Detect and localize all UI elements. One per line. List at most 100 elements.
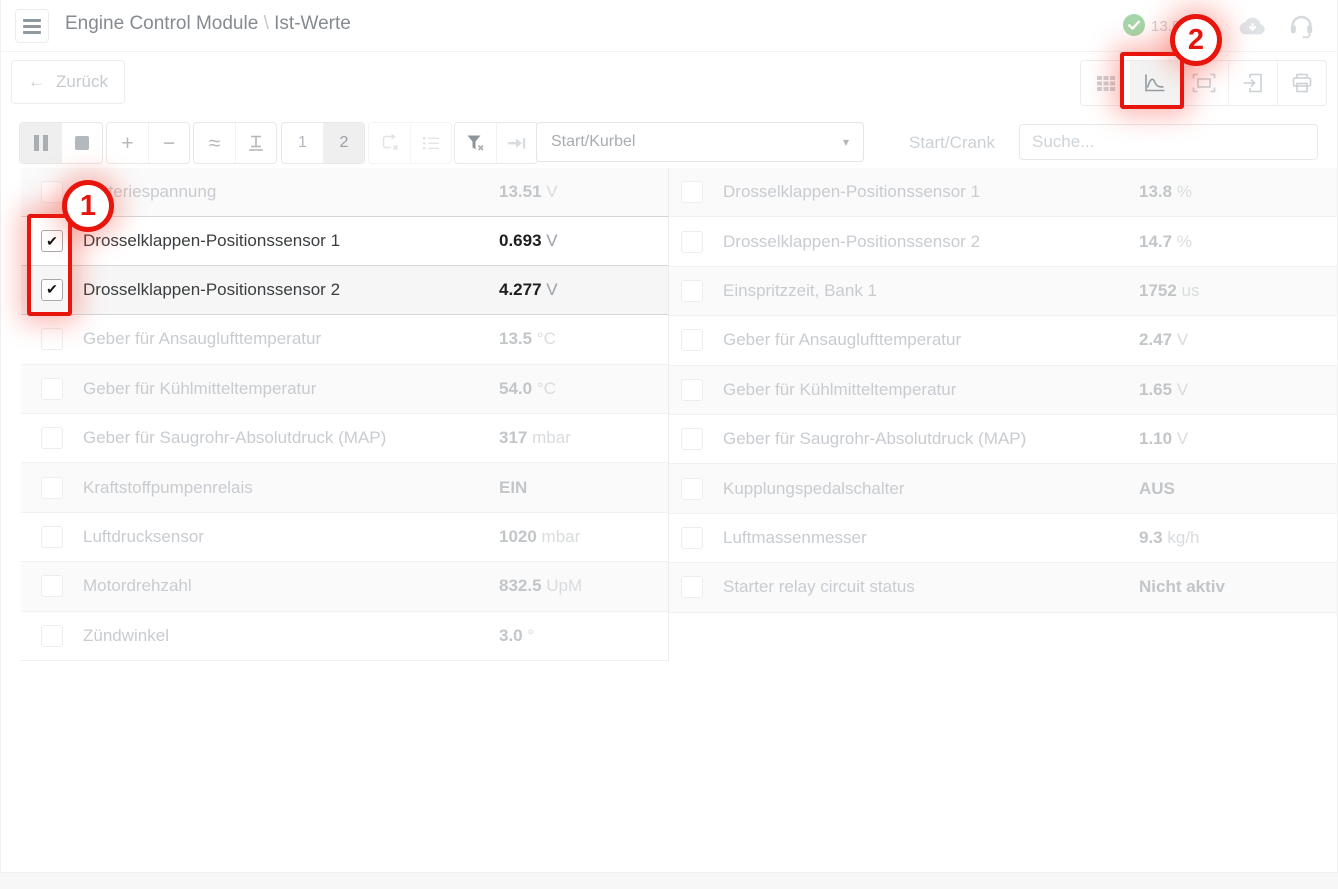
cloud-sync-icon[interactable] xyxy=(1239,16,1266,36)
row-label: Geber für Ansauglufttemperatur xyxy=(83,329,322,349)
row-label: Drosselklappen-Positionssensor 1 xyxy=(723,182,981,202)
print-button[interactable] xyxy=(1277,61,1326,105)
row-checkbox[interactable] xyxy=(681,279,703,302)
chevron-down-icon: ▾ xyxy=(842,135,849,149)
row-checkbox[interactable] xyxy=(41,377,63,400)
pause-button[interactable] xyxy=(20,123,61,163)
row-value: 4.277 V xyxy=(499,279,558,299)
selection-tools-group xyxy=(368,122,452,164)
group-dropdown[interactable]: Start/Kurbel ▾ xyxy=(536,122,864,162)
header-bar: Engine Control Module \ Ist-Werte 13.51 … xyxy=(1,0,1337,52)
row-checkbox[interactable] xyxy=(41,476,63,499)
view-2-button[interactable]: 2 xyxy=(323,123,364,163)
view-1-button[interactable]: 1 xyxy=(282,123,323,163)
row-checkbox[interactable] xyxy=(681,526,703,549)
breadcrumb-separator: \ xyxy=(258,13,275,34)
clear-selection-button[interactable] xyxy=(369,123,410,163)
row-label: Zündwinkel xyxy=(83,625,169,645)
search-input[interactable] xyxy=(1019,124,1318,160)
row-checkbox[interactable] xyxy=(681,477,703,500)
chart-view-button[interactable] xyxy=(1130,61,1179,105)
row-label: Drosselklappen-Positionssensor 1 xyxy=(83,231,341,251)
table-row[interactable]: Kraftstoffpumpenrelais EIN xyxy=(21,463,668,513)
row-checkbox[interactable] xyxy=(41,525,63,548)
row-checkbox[interactable] xyxy=(681,329,703,352)
zoom-selection-button[interactable] xyxy=(1179,61,1228,105)
table-row[interactable]: Geber für Ansauglufttemperatur 13.5 °C xyxy=(21,315,668,365)
table-row[interactable]: Geber für Saugrohr-Absolutdruck (MAP) 1.1… xyxy=(669,415,1337,465)
stop-button[interactable] xyxy=(61,123,102,163)
row-value: 317 mbar xyxy=(499,428,571,448)
view-switch-group: 1 2 xyxy=(281,122,365,164)
pause-icon xyxy=(33,135,48,151)
list-view-button[interactable] xyxy=(410,123,451,163)
export-file-icon xyxy=(1243,73,1262,93)
row-checkbox[interactable] xyxy=(41,624,63,647)
table-row[interactable]: Motordrehzahl 832.5 UpM xyxy=(21,562,668,612)
selection-frame-icon xyxy=(1192,73,1216,93)
plus-icon: + xyxy=(121,131,134,155)
zoom-in-button[interactable]: + xyxy=(107,123,148,163)
view-1-label: 1 xyxy=(298,134,307,151)
support-headset-icon[interactable] xyxy=(1289,12,1314,40)
table-row[interactable]: Geber für Ansauglufttemperatur 2.47 V xyxy=(669,316,1337,366)
grid-view-button[interactable] xyxy=(1081,61,1130,105)
row-checkbox[interactable] xyxy=(41,181,63,204)
row-label: Geber für Saugrohr-Absolutdruck (MAP) xyxy=(83,428,387,448)
zoom-out-button[interactable]: − xyxy=(148,123,189,163)
clear-selection-icon xyxy=(382,133,398,151)
row-checkbox[interactable] xyxy=(681,378,703,401)
hamburger-icon xyxy=(23,18,41,22)
toolbar-primary: ← Zurück xyxy=(1,52,1337,112)
table-row[interactable]: Luftdrucksensor 1020 mbar xyxy=(21,513,668,563)
table-row[interactable]: Geber für Kühlmitteltemperatur 54.0 °C xyxy=(21,364,668,414)
printer-icon xyxy=(1292,73,1312,93)
list-icon xyxy=(423,137,439,150)
breadcrumb-page: Ist-Werte xyxy=(274,13,351,34)
menu-button[interactable] xyxy=(15,9,49,43)
table-row[interactable]: Kupplungspedalschalter AUS xyxy=(669,464,1337,514)
table-row[interactable]: ✔ Drosselklappen-Positionssensor 1 0.693 V xyxy=(21,216,668,266)
row-checkbox[interactable] xyxy=(681,181,703,204)
smoothing-button[interactable]: ≈ xyxy=(194,123,235,163)
row-value: 1.65 V xyxy=(1139,379,1189,399)
row-label: Drosselklappen-Positionssensor 2 xyxy=(723,231,981,251)
row-checkbox[interactable] xyxy=(41,427,63,450)
row-label: Geber für Saugrohr-Absolutdruck (MAP) xyxy=(723,429,1027,449)
table-row[interactable]: Geber für Kühlmitteltemperatur 1.65 V xyxy=(669,365,1337,415)
minus-icon: − xyxy=(162,131,176,155)
row-label: Geber für Kühlmitteltemperatur xyxy=(723,379,957,399)
row-value: 0.693 V xyxy=(499,231,558,251)
row-checkbox[interactable] xyxy=(41,328,63,351)
table-row[interactable]: Drosselklappen-Positionssensor 1 13.8 % xyxy=(669,168,1337,218)
row-checkbox[interactable] xyxy=(681,428,703,451)
row-checkbox[interactable]: ✔ xyxy=(41,278,63,301)
table-row[interactable]: Luftmassenmesser 9.3 kg/h xyxy=(669,514,1337,564)
table-row[interactable]: ✔ Drosselklappen-Positionssensor 2 4.277 V xyxy=(21,265,668,316)
back-button[interactable]: ← Zurück xyxy=(11,60,125,104)
row-label: Drosselklappen-Positionssensor 2 xyxy=(83,279,341,299)
table-row[interactable]: Zündwinkel 3.0 ° xyxy=(21,612,668,661)
row-checkbox[interactable] xyxy=(41,575,63,598)
auto-scale-button[interactable] xyxy=(235,123,276,163)
row-label: Starter relay circuit status xyxy=(723,577,915,597)
table-row[interactable]: Batteriespannung 13.51 V xyxy=(21,168,668,218)
table-row[interactable]: Geber für Saugrohr-Absolutdruck (MAP) 317… xyxy=(21,414,668,464)
table-row[interactable]: Einspritzzeit, Bank 1 1752 us xyxy=(669,266,1337,317)
table-column-left: Batteriespannung 13.51 V ✔ Drosselklappen-P… xyxy=(21,168,669,661)
filter-clear-button[interactable] xyxy=(455,123,496,163)
table-row[interactable]: Starter relay circuit status Nicht aktiv xyxy=(669,563,1337,613)
view-2-label: 2 xyxy=(339,134,349,151)
row-label: Geber für Ansauglufttemperatur xyxy=(723,330,962,350)
row-label: Luftdrucksensor xyxy=(83,526,204,546)
row-checkbox[interactable]: ✔ xyxy=(41,230,63,253)
row-value: 14.7 % xyxy=(1139,231,1192,251)
row-value: 13.8 % xyxy=(1139,182,1192,202)
skip-end-button[interactable] xyxy=(496,123,537,163)
back-button-label: Zurück xyxy=(56,72,108,91)
table-row[interactable]: Drosselklappen-Positionssensor 2 14.7 % xyxy=(669,217,1337,267)
row-checkbox[interactable] xyxy=(681,230,703,253)
grid-icon xyxy=(1096,76,1115,91)
row-checkbox[interactable] xyxy=(681,576,703,599)
export-button[interactable] xyxy=(1228,61,1277,105)
